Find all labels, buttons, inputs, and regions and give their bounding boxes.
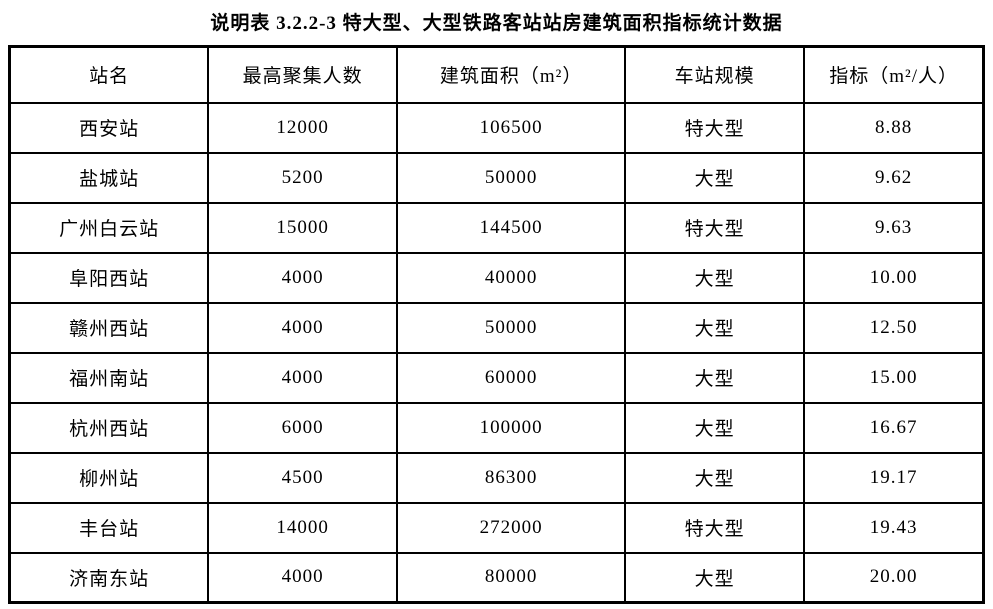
cell-station: 福州南站 (8, 351, 210, 404)
header-station-scale: 车站规模 (624, 45, 806, 104)
cell-station: 丰台站 (8, 501, 210, 554)
station-area-index-table: 站名 最高聚集人数 建筑面积（m²） 车站规模 指标（m²/人） 西安站 120… (8, 45, 985, 604)
cell-peak: 14000 (207, 501, 399, 554)
cell-peak: 4000 (207, 251, 399, 304)
table-title: 说明表 3.2.2-3 特大型、大型铁路客站站房建筑面积指标统计数据 (210, 13, 783, 34)
cell-scale: 特大型 (624, 201, 806, 254)
cell-station: 杭州西站 (8, 401, 210, 454)
table-row: 杭州西站 6000 100000 大型 16.67 (8, 401, 985, 454)
cell-index: 12.50 (803, 301, 985, 354)
cell-scale: 特大型 (624, 501, 806, 554)
cell-scale: 大型 (624, 401, 806, 454)
cell-area: 144500 (396, 201, 627, 254)
cell-station: 广州白云站 (8, 201, 210, 254)
cell-scale: 大型 (624, 551, 806, 604)
cell-area: 50000 (396, 151, 627, 204)
cell-scale: 大型 (624, 451, 806, 504)
table-header-row: 站名 最高聚集人数 建筑面积（m²） 车站规模 指标（m²/人） (8, 45, 985, 104)
cell-scale: 大型 (624, 301, 806, 354)
cell-index: 19.17 (803, 451, 985, 504)
cell-scale: 大型 (624, 351, 806, 404)
cell-area: 86300 (396, 451, 627, 504)
cell-station: 西安站 (8, 101, 210, 154)
cell-index: 16.67 (803, 401, 985, 454)
cell-area: 80000 (396, 551, 627, 604)
cell-peak: 12000 (207, 101, 399, 154)
table-row: 西安站 12000 106500 特大型 8.88 (8, 101, 985, 154)
cell-index: 10.00 (803, 251, 985, 304)
cell-station: 赣州西站 (8, 301, 210, 354)
cell-area: 60000 (396, 351, 627, 404)
table-row: 盐城站 5200 50000 大型 9.62 (8, 151, 985, 204)
cell-index: 15.00 (803, 351, 985, 404)
table-row: 阜阳西站 4000 40000 大型 10.00 (8, 251, 985, 304)
cell-area: 106500 (396, 101, 627, 154)
cell-index: 9.62 (803, 151, 985, 204)
cell-index: 19.43 (803, 501, 985, 554)
cell-area: 272000 (396, 501, 627, 554)
table-row: 丰台站 14000 272000 特大型 19.43 (8, 501, 985, 554)
cell-station: 济南东站 (8, 551, 210, 604)
header-index-per-person: 指标（m²/人） (803, 45, 985, 104)
cell-station: 阜阳西站 (8, 251, 210, 304)
cell-peak: 15000 (207, 201, 399, 254)
table-row: 广州白云站 15000 144500 特大型 9.63 (8, 201, 985, 254)
cell-scale: 特大型 (624, 101, 806, 154)
table-row: 福州南站 4000 60000 大型 15.00 (8, 351, 985, 404)
cell-index: 20.00 (803, 551, 985, 604)
cell-peak: 4000 (207, 351, 399, 404)
cell-peak: 5200 (207, 151, 399, 204)
cell-peak: 4500 (207, 451, 399, 504)
table-row: 柳州站 4500 86300 大型 19.17 (8, 451, 985, 504)
header-peak-gathering: 最高聚集人数 (207, 45, 399, 104)
cell-scale: 大型 (624, 251, 806, 304)
table-row: 济南东站 4000 80000 大型 20.00 (8, 551, 985, 604)
cell-index: 9.63 (803, 201, 985, 254)
table-row: 赣州西站 4000 50000 大型 12.50 (8, 301, 985, 354)
cell-peak: 4000 (207, 301, 399, 354)
cell-area: 100000 (396, 401, 627, 454)
cell-scale: 大型 (624, 151, 806, 204)
header-station-name: 站名 (8, 45, 210, 104)
cell-area: 50000 (396, 301, 627, 354)
cell-station: 盐城站 (8, 151, 210, 204)
cell-area: 40000 (396, 251, 627, 304)
header-building-area: 建筑面积（m²） (396, 45, 627, 104)
cell-index: 8.88 (803, 101, 985, 154)
cell-peak: 4000 (207, 551, 399, 604)
cell-peak: 6000 (207, 401, 399, 454)
cell-station: 柳州站 (8, 451, 210, 504)
